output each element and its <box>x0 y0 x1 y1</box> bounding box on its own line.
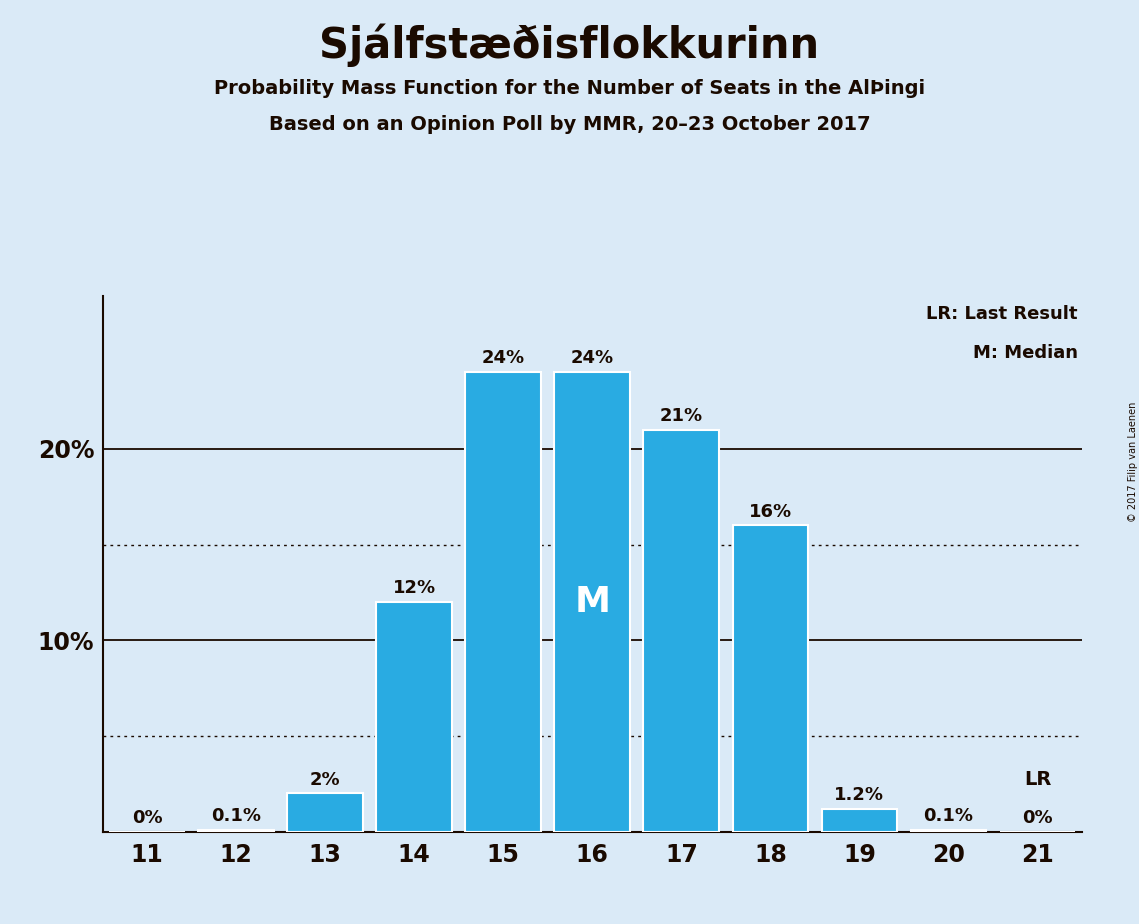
Text: 21%: 21% <box>659 407 703 425</box>
Text: 12%: 12% <box>393 579 436 597</box>
Text: Based on an Opinion Poll by MMR, 20–23 October 2017: Based on an Opinion Poll by MMR, 20–23 O… <box>269 116 870 135</box>
Text: 2%: 2% <box>310 771 341 788</box>
Bar <box>732 526 809 832</box>
Bar <box>644 430 719 832</box>
Text: 24%: 24% <box>482 349 525 368</box>
Bar <box>911 830 986 832</box>
Text: M: M <box>574 585 611 619</box>
Bar <box>376 602 452 832</box>
Text: 0.1%: 0.1% <box>924 807 974 825</box>
Text: 0%: 0% <box>132 808 163 827</box>
Text: M: Median: M: Median <box>973 344 1077 361</box>
Bar <box>287 794 363 832</box>
Bar <box>555 372 630 832</box>
Text: LR: LR <box>1024 771 1051 789</box>
Text: 24%: 24% <box>571 349 614 368</box>
Bar <box>821 808 898 832</box>
Text: 16%: 16% <box>748 503 792 520</box>
Text: 0%: 0% <box>1022 808 1052 827</box>
Bar <box>198 830 273 832</box>
Text: Probability Mass Function for the Number of Seats in the AlÞingi: Probability Mass Function for the Number… <box>214 79 925 98</box>
Bar <box>466 372 541 832</box>
Text: LR: Last Result: LR: Last Result <box>926 305 1077 323</box>
Text: © 2017 Filip van Laenen: © 2017 Filip van Laenen <box>1129 402 1138 522</box>
Text: 1.2%: 1.2% <box>835 785 884 804</box>
Text: 0.1%: 0.1% <box>211 807 261 825</box>
Text: Sjálfstæðisflokkurinn: Sjálfstæðisflokkurinn <box>319 23 820 67</box>
